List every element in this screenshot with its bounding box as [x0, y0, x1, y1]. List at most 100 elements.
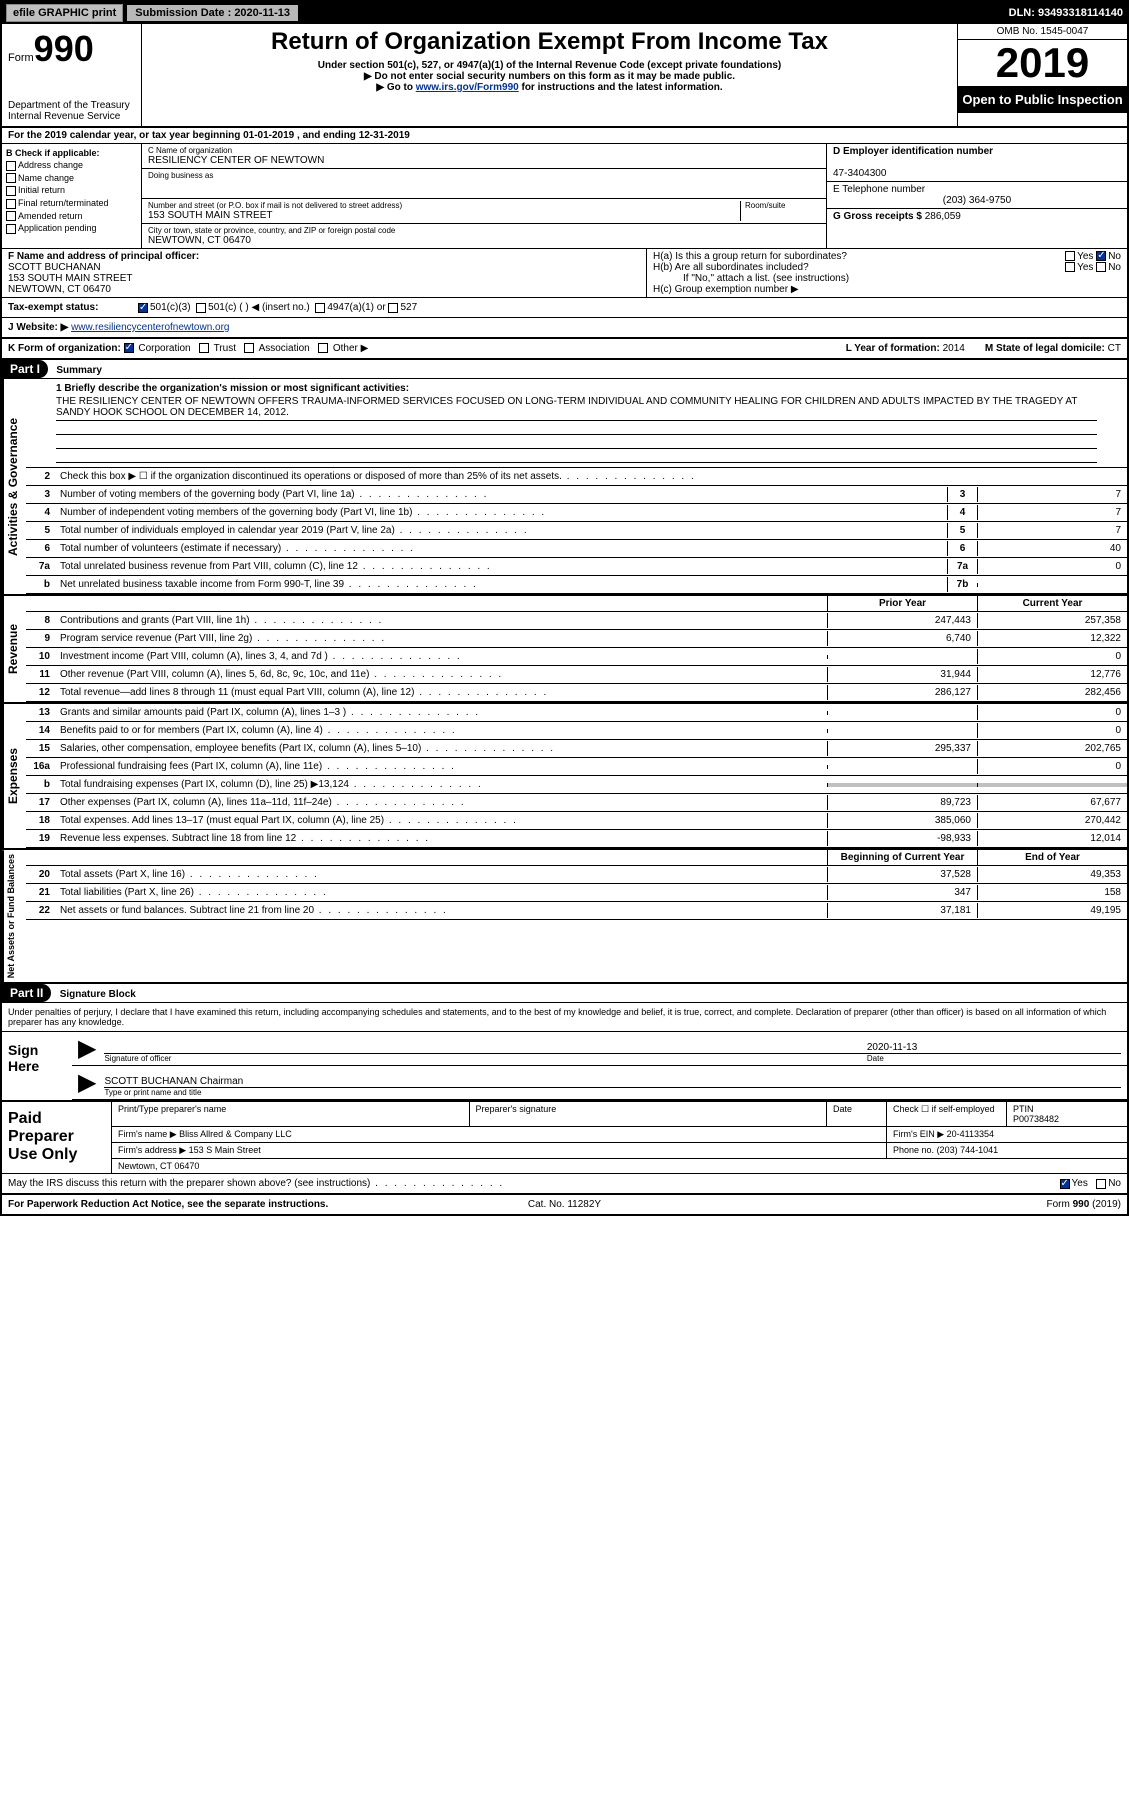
form-header: Form990 Department of the Treasury Inter… — [2, 24, 1127, 128]
subtitle-2: ▶ Do not enter social security numbers o… — [150, 71, 949, 82]
officer-addr2: NEWTOWN, CT 06470 — [8, 284, 111, 295]
line-a: For the 2019 calendar year, or tax year … — [2, 128, 1127, 144]
check-corporation[interactable] — [124, 343, 134, 353]
form-title: Return of Organization Exempt From Incom… — [150, 28, 949, 56]
sign-here-label: Sign Here — [2, 1032, 72, 1100]
prep-name-label: Print/Type preparer's name — [112, 1102, 470, 1126]
check-527[interactable] — [388, 303, 398, 313]
table-row: bTotal fundraising expenses (Part IX, co… — [26, 776, 1127, 794]
subtitle-3b: for instructions and the latest informat… — [519, 82, 723, 93]
table-row: 5Total number of individuals employed in… — [26, 522, 1127, 540]
ha-label: H(a) Is this a group return for subordin… — [653, 251, 847, 262]
dln-number: DLN: 93493318114140 — [1009, 7, 1123, 19]
table-row: 20Total assets (Part X, line 16)37,52849… — [26, 866, 1127, 884]
phone-label: E Telephone number — [833, 184, 925, 195]
revenue-section: Revenue Prior YearCurrent Year 8Contribu… — [2, 596, 1127, 704]
box-c: C Name of organizationRESILIENCY CENTER … — [142, 144, 827, 248]
check-trust[interactable] — [199, 343, 209, 353]
firm-addr: 153 S Main Street — [189, 1145, 261, 1155]
table-row: 3Number of voting members of the governi… — [26, 486, 1127, 504]
check-4947[interactable] — [315, 303, 325, 313]
governance-section: Activities & Governance 1 Briefly descri… — [2, 379, 1127, 596]
footer-right: Form 990 (2019) — [750, 1199, 1121, 1210]
topbar: efile GRAPHIC print Submission Date : 20… — [2, 2, 1127, 24]
firm-ein: 20-4113354 — [947, 1129, 994, 1139]
public-inspection: Open to Public Inspection — [958, 86, 1127, 113]
check-initial-return[interactable]: Initial return — [6, 185, 137, 196]
dba-label: Doing business as — [148, 171, 820, 180]
box-defg: D Employer identification number47-34043… — [827, 144, 1127, 248]
officer-name: SCOTT BUCHANAN — [8, 262, 101, 273]
footer-mid: Cat. No. 11282Y — [379, 1199, 750, 1210]
table-row: 10Investment income (Part VIII, column (… — [26, 648, 1127, 666]
ptin-label: PTIN — [1013, 1104, 1034, 1114]
year-formation-label: L Year of formation: — [846, 343, 940, 354]
table-row: 4Number of independent voting members of… — [26, 504, 1127, 522]
table-row: 19Revenue less expenses. Subtract line 1… — [26, 830, 1127, 848]
check-501c3[interactable] — [138, 303, 148, 313]
table-row: 11Other revenue (Part VIII, column (A), … — [26, 666, 1127, 684]
tax-year: 2019 — [958, 40, 1127, 86]
table-row: bNet unrelated business taxable income f… — [26, 576, 1127, 594]
net-side-label: Net Assets or Fund Balances — [2, 850, 26, 982]
table-row: 6Total number of volunteers (estimate if… — [26, 540, 1127, 558]
footer-left: For Paperwork Reduction Act Notice, see … — [8, 1199, 379, 1210]
website-label: J Website: ▶ — [8, 322, 71, 333]
website-link[interactable]: www.resiliencycenterofnewtown.org — [71, 322, 229, 333]
table-row: 2Check this box ▶ ☐ if the organization … — [26, 468, 1127, 486]
org-name: RESILIENCY CENTER OF NEWTOWN — [148, 155, 324, 166]
current-year-header: Current Year — [977, 596, 1127, 611]
check-name-change[interactable]: Name change — [6, 173, 137, 184]
check-other[interactable] — [318, 343, 328, 353]
check-address-change[interactable]: Address change — [6, 160, 137, 171]
check-501c[interactable] — [196, 303, 206, 313]
arrow-icon: ▶ — [78, 1034, 96, 1063]
check-association[interactable] — [244, 343, 254, 353]
table-row: 12Total revenue—add lines 8 through 11 (… — [26, 684, 1127, 702]
table-row: 15Salaries, other compensation, employee… — [26, 740, 1127, 758]
addr-label: Number and street (or P.O. box if mail i… — [148, 201, 740, 210]
check-amended[interactable]: Amended return — [6, 211, 137, 222]
form-container: efile GRAPHIC print Submission Date : 20… — [0, 0, 1129, 1216]
firm-name: Bliss Allred & Company LLC — [179, 1129, 292, 1139]
row-klm: K Form of organization: Corporation Trus… — [2, 339, 1127, 360]
ptin-value: P00738482 — [1013, 1114, 1059, 1124]
prep-check-label: Check ☐ if self-employed — [887, 1102, 1007, 1126]
omb-number: OMB No. 1545-0047 — [958, 24, 1127, 40]
check-final-return[interactable]: Final return/terminated — [6, 198, 137, 209]
org-name-label: C Name of organization — [148, 146, 820, 155]
discuss-yes[interactable] — [1060, 1179, 1070, 1189]
efile-button[interactable]: efile GRAPHIC print — [6, 4, 123, 22]
check-app-pending[interactable]: Application pending — [6, 223, 137, 234]
officer-sig-label: Signature of officer — [104, 1054, 171, 1063]
discuss-label: May the IRS discuss this return with the… — [8, 1178, 1060, 1189]
irs-link[interactable]: www.irs.gov/Form990 — [416, 82, 519, 93]
form-number: 990 — [34, 28, 94, 69]
city-label: City or town, state or province, country… — [148, 226, 820, 235]
section-fh: F Name and address of principal officer:… — [2, 249, 1127, 298]
firm-phone: (203) 744-1041 — [937, 1145, 999, 1155]
sign-here-block: Sign Here ▶ Signature of officer 2020-11… — [2, 1032, 1127, 1100]
prep-sig-label: Preparer's signature — [470, 1102, 828, 1126]
phone-value: (203) 364-9750 — [833, 195, 1121, 206]
firm-phone-label: Phone no. — [893, 1145, 934, 1155]
discuss-no[interactable] — [1096, 1179, 1106, 1189]
subtitle-1: Under section 501(c), 527, or 4947(a)(1)… — [150, 60, 949, 71]
domicile: CT — [1108, 343, 1121, 354]
box-b-label: B Check if applicable: — [6, 148, 137, 158]
dept-label: Department of the Treasury Internal Reve… — [8, 100, 135, 122]
part-1-header: Part I Summary — [2, 360, 1127, 379]
table-row: 22Net assets or fund balances. Subtract … — [26, 902, 1127, 920]
begin-year-header: Beginning of Current Year — [827, 850, 977, 865]
firm-addr-label: Firm's address ▶ — [118, 1145, 186, 1155]
officer-label: F Name and address of principal officer: — [8, 251, 199, 262]
table-row: 21Total liabilities (Part X, line 26)347… — [26, 884, 1127, 902]
ein-label: D Employer identification number — [833, 146, 993, 157]
form-prefix: Form — [8, 52, 34, 64]
part-2-title: Signature Block — [60, 989, 136, 1000]
table-row: 16aProfessional fundraising fees (Part I… — [26, 758, 1127, 776]
sig-name-label: Type or print name and title — [104, 1088, 201, 1097]
part-2-header: Part II Signature Block — [2, 984, 1127, 1003]
table-row: 7aTotal unrelated business revenue from … — [26, 558, 1127, 576]
table-row: 18Total expenses. Add lines 13–17 (must … — [26, 812, 1127, 830]
